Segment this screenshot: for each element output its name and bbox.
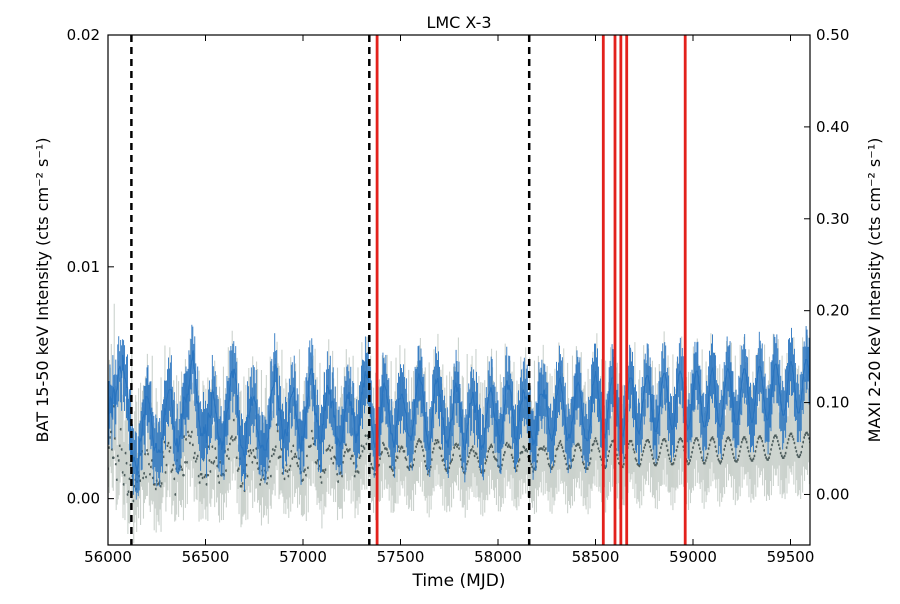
plot-frame [107, 34, 811, 546]
right-axis-ticks: 0.00 0.10 0.20 0.30 0.40 0.50 [804, 26, 849, 503]
right-tick-label: 0.50 [816, 26, 849, 44]
chart-title: LMC X-3 [426, 13, 491, 32]
right-tick-label: 0.10 [816, 394, 849, 412]
x-tick-label: 58500 [572, 548, 620, 566]
x-tick-label: 56000 [84, 548, 132, 566]
x-tick-label: 57000 [279, 548, 327, 566]
x-tick-label: 57500 [377, 548, 425, 566]
left-axis-ticks: 0.00 0.01 0.02 [67, 26, 114, 508]
right-axis-label: MAXI 2-20 keV Intensity (cts cm⁻² s⁻¹) [865, 138, 884, 443]
x-tick-label: 56500 [182, 548, 230, 566]
event-markers [130, 35, 687, 545]
x-tick-label: 59500 [767, 548, 815, 566]
maxi-point [111, 456, 115, 460]
left-tick-label: 0.01 [67, 258, 100, 276]
right-tick-label: 0.40 [816, 118, 849, 136]
right-tick-label: 0.20 [816, 302, 849, 320]
x-tick-label: 58000 [474, 548, 522, 566]
left-tick-label: 0.02 [67, 26, 100, 44]
maxi-point [182, 473, 185, 477]
x-axis-label: Time (MJD) [411, 571, 505, 591]
right-tick-label: 0.00 [816, 485, 849, 503]
left-axis-label: BAT 15-50 keV Intensity (cts cm⁻² s⁻¹) [33, 138, 52, 443]
bat-line [108, 350, 810, 476]
left-tick-label: 0.00 [67, 490, 100, 508]
right-tick-label: 0.30 [816, 210, 849, 228]
x-axis-ticks: 56000 56500 57000 57500 58000 58500 59000 59500 [84, 35, 814, 566]
x-tick-label: 59000 [669, 548, 717, 566]
maxi-point [206, 473, 210, 477]
